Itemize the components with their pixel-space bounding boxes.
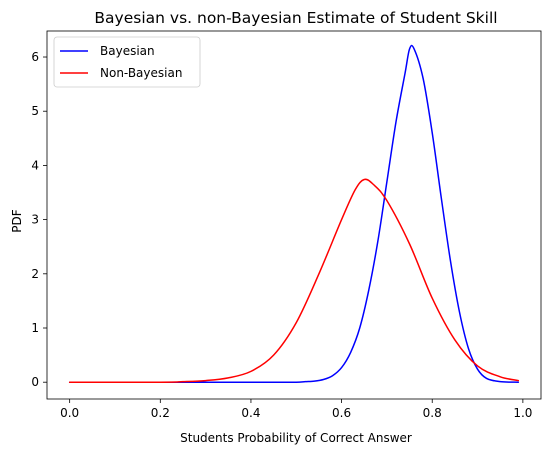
- legend-box: [53, 36, 201, 88]
- x-tick-label: 0.0: [60, 406, 79, 420]
- x-axis-label: Students Probability of Correct Answer: [180, 431, 412, 445]
- plot-area: [68, 44, 520, 383]
- y-tick-label: 3: [31, 213, 39, 227]
- y-axis: 0 1 2 3 4 5 6: [31, 50, 47, 389]
- chart-title: Bayesian vs. non-Bayesian Estimate of St…: [94, 9, 497, 27]
- y-axis-label: PDF: [10, 209, 24, 232]
- x-axis: 0.0 0.2 0.4 0.6 0.8 1.0: [60, 399, 532, 420]
- y-tick-label: 1: [31, 321, 39, 335]
- y-tick-label: 2: [31, 267, 39, 281]
- series-line-bayesian: [68, 44, 520, 383]
- x-tick-label: 0.2: [151, 406, 170, 420]
- x-tick-label: 0.6: [332, 406, 351, 420]
- plot-frame: [46, 30, 542, 400]
- y-tick-label: 5: [31, 104, 39, 118]
- y-tick-label: 6: [31, 50, 39, 64]
- legend-label: Bayesian: [100, 44, 155, 58]
- x-tick-label: 0.8: [423, 406, 442, 420]
- series-line-non-bayesian: [68, 178, 520, 383]
- y-tick-label: 0: [31, 375, 39, 389]
- x-tick-label: 0.4: [241, 406, 260, 420]
- legend: Bayesian Non-Bayesian: [53, 36, 201, 88]
- legend-label: Non-Bayesian: [100, 66, 182, 80]
- x-tick-label: 1.0: [513, 406, 532, 420]
- y-tick-label: 4: [31, 158, 39, 172]
